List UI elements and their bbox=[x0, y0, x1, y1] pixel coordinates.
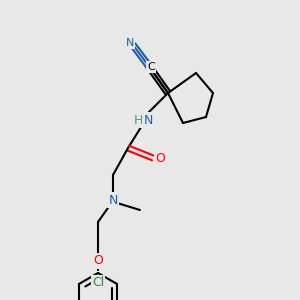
Text: O: O bbox=[93, 254, 103, 268]
Text: Cl: Cl bbox=[92, 277, 104, 290]
Text: O: O bbox=[155, 152, 165, 164]
Text: C: C bbox=[147, 62, 155, 72]
Text: N: N bbox=[126, 38, 134, 48]
Text: N: N bbox=[108, 194, 118, 206]
Text: N: N bbox=[143, 113, 153, 127]
Text: H: H bbox=[133, 113, 143, 127]
